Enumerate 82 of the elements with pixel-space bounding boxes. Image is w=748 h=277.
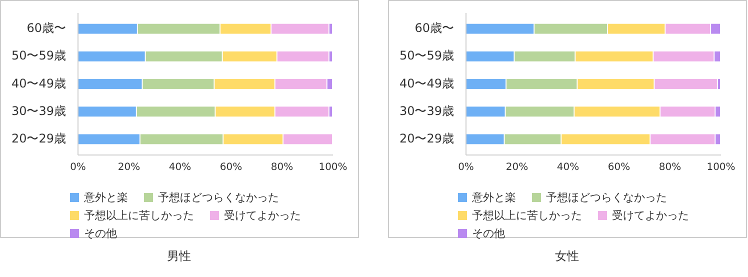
bar xyxy=(78,79,142,89)
bar xyxy=(506,106,574,117)
bar xyxy=(666,24,710,34)
bar xyxy=(142,79,214,89)
bar xyxy=(466,106,505,117)
bar xyxy=(650,134,715,144)
legend-label: 予想以上に苦しかった xyxy=(84,209,194,222)
bar xyxy=(711,24,720,34)
bar xyxy=(514,51,575,62)
bar xyxy=(466,79,506,89)
y-tick-label: 40〜49歳 xyxy=(399,76,454,90)
y-tick-label: 30〜39歳 xyxy=(399,104,454,118)
y-tick-label: 50〜59歳 xyxy=(399,48,454,63)
x-tick-label: 40% xyxy=(556,162,580,173)
bar xyxy=(275,106,328,117)
legend-label: 受けてよかった xyxy=(612,209,689,222)
bar xyxy=(277,51,328,62)
bar xyxy=(216,106,274,117)
bar xyxy=(327,79,332,89)
bar xyxy=(466,51,514,62)
x-tick-label: 0% xyxy=(458,162,474,173)
bar xyxy=(608,24,665,34)
bar xyxy=(660,106,715,117)
bar xyxy=(578,79,654,89)
bar xyxy=(220,24,271,34)
bar xyxy=(504,134,561,144)
bar xyxy=(714,51,720,62)
legend-label: 意外と楽 xyxy=(83,191,128,204)
x-tick-label: 60% xyxy=(220,162,242,173)
x-tick-label: 100% xyxy=(706,162,736,173)
x-tick-label: 40% xyxy=(168,162,192,173)
bar xyxy=(78,51,145,62)
x-tick-label: 100% xyxy=(318,162,348,173)
legend-label: その他 xyxy=(472,227,505,240)
bar xyxy=(654,79,717,89)
legend-label: 予想ほどつらくなかった xyxy=(546,191,667,204)
bar xyxy=(506,79,577,89)
bar xyxy=(329,51,332,62)
legend-label: 意外と楽 xyxy=(471,191,516,204)
bar xyxy=(78,134,140,144)
legend-label: 予想以上に苦しかった xyxy=(472,209,582,222)
y-tick-label: 20〜29歳 xyxy=(399,131,454,146)
x-tick-label: 80% xyxy=(270,162,294,173)
bar xyxy=(138,24,220,34)
text: 男性 xyxy=(167,249,191,263)
bar xyxy=(146,51,222,62)
bar xyxy=(576,51,653,62)
bar xyxy=(716,106,720,117)
legend-label: 受けてよかった xyxy=(224,209,301,222)
bar xyxy=(466,24,534,34)
y-tick-label: 40〜49歳 xyxy=(11,76,66,90)
x-tick-label: 0% xyxy=(70,162,86,173)
x-tick-label: 20% xyxy=(506,162,528,173)
bar xyxy=(574,106,660,117)
y-tick-label: 50〜59歳 xyxy=(11,48,66,63)
bar xyxy=(534,24,608,34)
bar xyxy=(222,51,276,62)
legend-label: 予想ほどつらくなかった xyxy=(158,191,279,204)
bar xyxy=(224,134,283,144)
bar xyxy=(78,106,136,117)
x-tick-label: 80% xyxy=(658,162,682,173)
bar xyxy=(214,79,274,89)
bar xyxy=(275,79,326,89)
x-tick-label: 20% xyxy=(118,162,140,173)
bar xyxy=(716,134,720,144)
bar xyxy=(562,134,650,144)
y-tick-label: 60歳〜 xyxy=(414,21,454,36)
y-tick-label: 20〜29歳 xyxy=(11,131,66,146)
bar xyxy=(140,134,223,144)
bar xyxy=(329,24,332,34)
bar xyxy=(78,24,137,34)
text: 女性 xyxy=(555,249,579,263)
bar xyxy=(284,134,332,144)
bar xyxy=(136,106,215,117)
bar xyxy=(466,134,504,144)
y-tick-label: 60歳〜 xyxy=(26,21,66,36)
bar xyxy=(654,51,714,62)
y-tick-label: 30〜39歳 xyxy=(11,104,66,118)
bar xyxy=(329,106,332,117)
bar xyxy=(272,24,328,34)
legend-label: その他 xyxy=(84,227,117,240)
x-tick-label: 60% xyxy=(608,162,630,173)
